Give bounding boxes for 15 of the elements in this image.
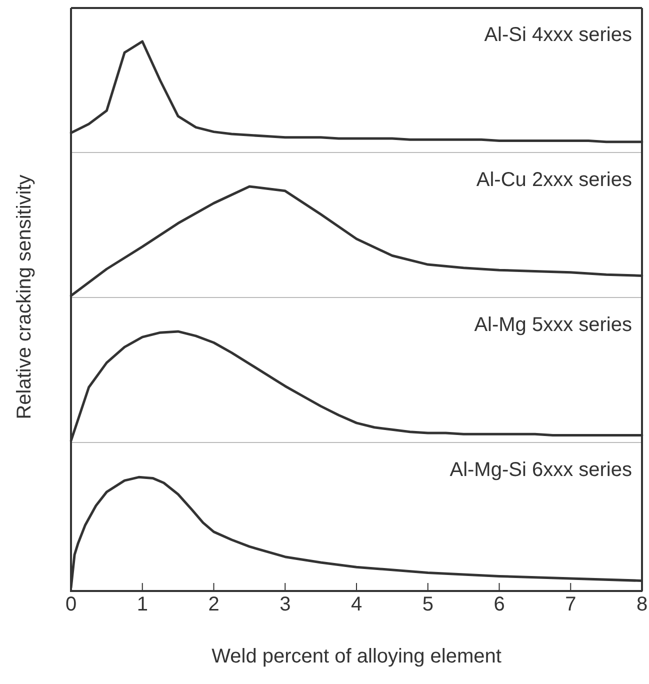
y-axis-title: Relative cracking sensitivity [14, 174, 36, 420]
x-tick-label: 4 [350, 594, 362, 616]
x-axis-title: Weld percent of alloying element [212, 646, 502, 668]
x-tick-label: 5 [422, 594, 434, 616]
x-tick-label: 0 [65, 594, 77, 616]
x-tick-label: 2 [208, 594, 220, 616]
x-tick-label: 6 [494, 594, 505, 616]
text: Al-Cu 2xxx series [476, 169, 632, 191]
text: Al-Si 4xxx series [484, 24, 632, 46]
text: Al-Mg-Si 6xxx series [450, 459, 632, 481]
x-tick-label: 3 [280, 594, 291, 616]
x-tick-label: 1 [136, 594, 148, 616]
x-tick-label: 8 [636, 594, 648, 616]
text: Al-Mg 5xxx series [474, 314, 632, 336]
x-tick-label: 7 [565, 594, 576, 616]
